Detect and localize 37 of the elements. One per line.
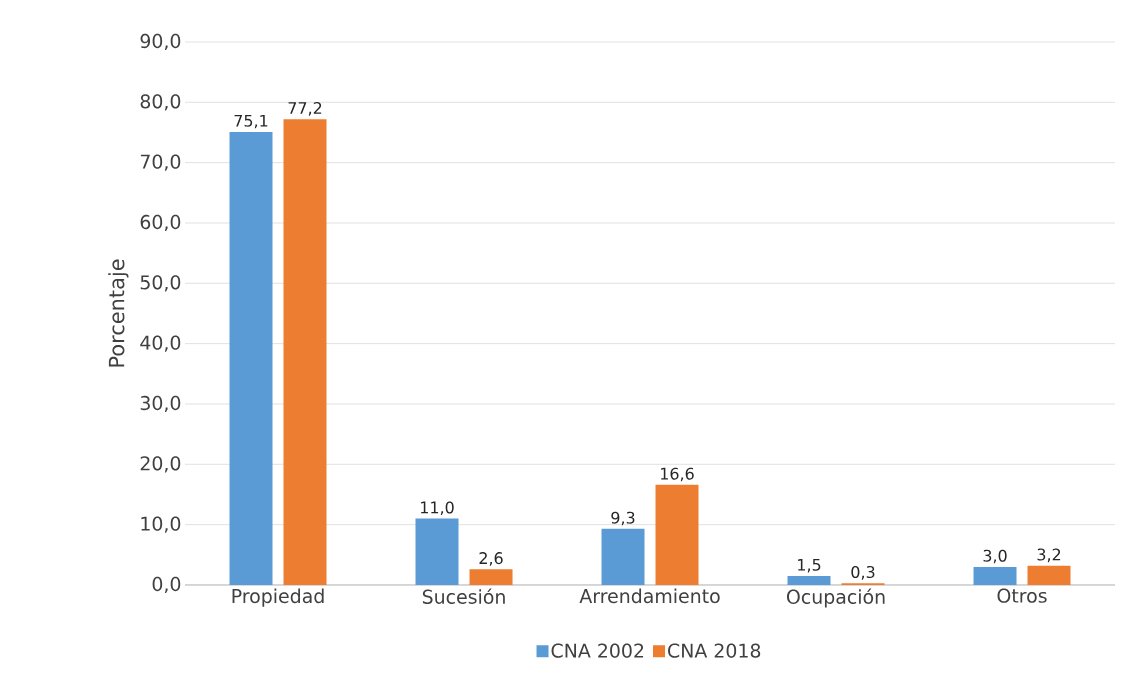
x-tick-label: Sucesión: [422, 588, 505, 604]
bar: [601, 528, 645, 585]
y-tick-label: 90,0: [140, 33, 181, 51]
data-label: 3,0: [983, 549, 1007, 564]
data-label: 0,3: [851, 565, 875, 580]
data-label: 16,6: [661, 467, 694, 482]
bar: [655, 484, 699, 585]
y-tick-label: 50,0: [140, 275, 181, 292]
y-tick-label: 80,0: [140, 94, 181, 111]
legend-label: CNA 2002: [551, 643, 644, 658]
data-label: 3,2: [1037, 548, 1061, 563]
x-tick-label: Propiedad: [232, 588, 324, 607]
y-tick-label: 60,0: [140, 214, 181, 232]
y-tick-label: 0,0: [152, 576, 181, 594]
bar: [1027, 565, 1071, 585]
x-tick-label: Ocupación: [786, 588, 885, 608]
bar: [415, 518, 459, 585]
legend-label: CNA 2018: [668, 643, 761, 658]
y-tick-label: 30,0: [140, 395, 181, 413]
y-axis-title: Porcentaje: [108, 259, 129, 367]
data-label: 11,0: [421, 501, 454, 516]
y-tick-label: 40,0: [140, 335, 181, 352]
bar: [283, 119, 327, 585]
bar: [973, 566, 1017, 585]
bar: [469, 569, 513, 585]
data-label: 2,6: [479, 552, 503, 566]
bar: [229, 131, 273, 585]
y-tick-label: 10,0: [141, 516, 181, 533]
data-label: 77,2: [288, 102, 322, 116]
bar: [787, 575, 831, 585]
y-tick-label: 70,0: [140, 154, 181, 171]
data-label: 9,3: [611, 511, 635, 526]
y-tick-label: 20,0: [140, 456, 181, 473]
x-tick-label: Arrendamiento: [579, 588, 720, 604]
data-label: 75,1: [234, 114, 268, 129]
x-tick-label: Otros: [997, 588, 1047, 603]
data-label: 1,5: [798, 558, 821, 573]
